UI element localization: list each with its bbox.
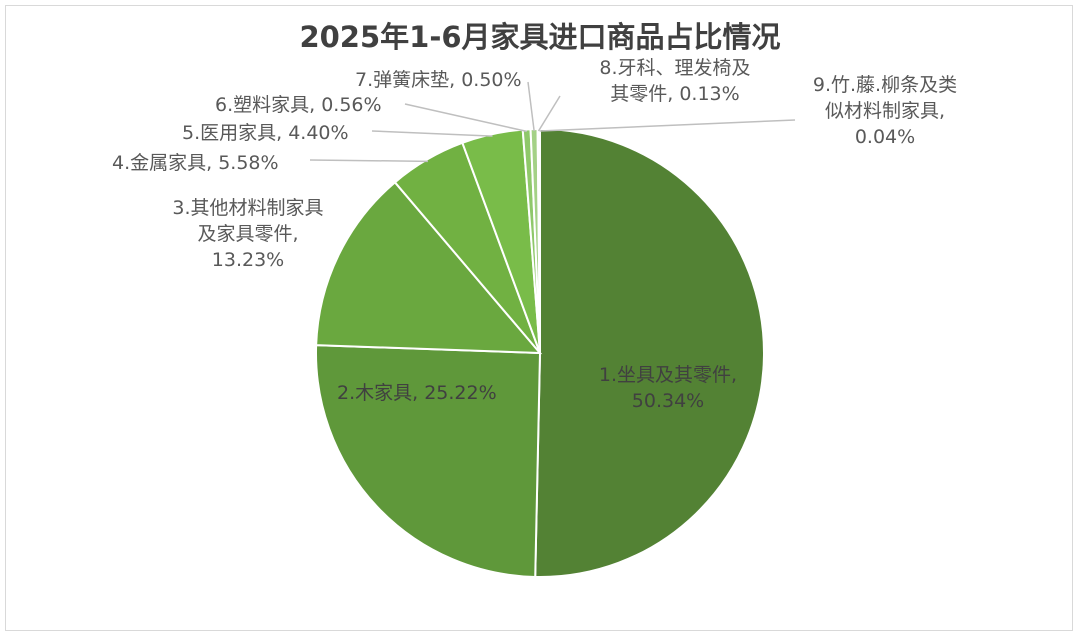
slice-label-2-text: 2.木家具, 25.22%: [337, 382, 497, 404]
chart-title: 2025年1-6月家具进口商品占比情况: [299, 20, 781, 54]
leader-line-8: [537, 95, 561, 132]
pie-slice-2: [315, 344, 542, 578]
slice-label-3-line3: 13.23%: [211, 249, 285, 271]
leader-line-9: [539, 119, 796, 132]
slice-label-2: 2.木家具, 25.22%: [337, 380, 497, 406]
leader-line-5: [371, 130, 493, 137]
slice-label-7-text: 7.弹簧床垫, 0.50%: [355, 69, 522, 91]
slice-label-7: 7.弹簧床垫, 0.50%: [355, 67, 522, 93]
slice-label-5-text: 5.医用家具, 4.40%: [182, 122, 349, 144]
pie-slice-3: [315, 180, 543, 355]
slice-label-4-text: 4.金属家具, 5.58%: [112, 152, 279, 174]
slice-label-6-text: 6.塑料家具, 0.56%: [215, 94, 382, 116]
slice-label-1-value: 50.34%: [631, 390, 705, 412]
leader-line-4: [309, 159, 428, 163]
slice-label-1-name: 1.坐具及其零件,: [598, 364, 738, 386]
slice-label-4: 4.金属家具, 5.58%: [112, 150, 279, 176]
slice-label-3: 3.其他材料制家具 及家具零件, 13.23%: [148, 195, 348, 273]
pie-slice-9: [538, 127, 541, 354]
leader-line-7: [527, 81, 535, 132]
slice-label-9-line2: 似材料制家具,: [824, 100, 946, 122]
slice-label-8: 8.牙科、理发椅及 其零件, 0.13%: [585, 55, 765, 107]
leader-line-6: [404, 103, 527, 133]
slice-label-8-line1: 8.牙科、理发椅及: [599, 57, 751, 79]
slice-label-9-line1: 9.竹.藤.柳条及类: [812, 74, 958, 96]
slice-label-1: 1.坐具及其零件, 50.34%: [578, 362, 758, 414]
slice-label-3-line1: 3.其他材料制家具: [172, 197, 324, 219]
slice-label-9: 9.竹.藤.柳条及类 似材料制家具, 0.04%: [800, 72, 970, 150]
slice-label-6: 6.塑料家具, 0.56%: [215, 92, 382, 118]
pie-slice-1: [534, 127, 765, 578]
slice-label-9-line3: 0.04%: [854, 126, 916, 148]
slice-label-3-line2: 及家具零件,: [197, 223, 299, 245]
slice-label-5: 5.医用家具, 4.40%: [182, 120, 349, 146]
slice-label-8-line2: 其零件, 0.13%: [610, 83, 740, 105]
